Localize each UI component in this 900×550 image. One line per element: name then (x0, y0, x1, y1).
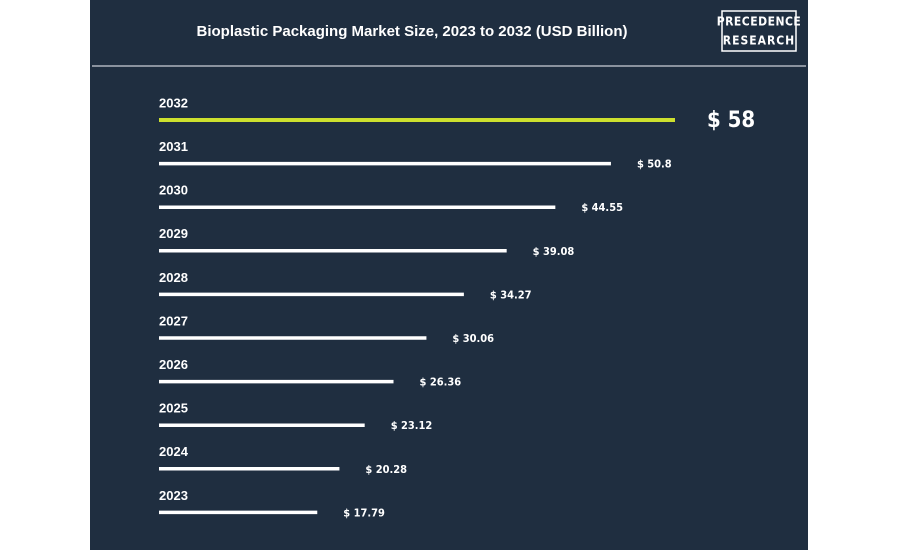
category-label: 2032 (159, 95, 188, 110)
value-label: $ 23.12 (391, 419, 433, 432)
value-label: $ 44.55 (581, 201, 623, 214)
value-label: $ 58 (707, 108, 755, 133)
logo-text: PRECEDENCE (717, 15, 802, 29)
category-label: 2031 (159, 139, 188, 154)
panel (90, 0, 808, 550)
value-label: $ 17.79 (343, 506, 385, 519)
category-label: 2027 (159, 313, 188, 328)
value-label: $ 26.36 (420, 376, 462, 389)
value-label: $ 39.08 (533, 245, 575, 258)
value-label: $ 50.8 (637, 158, 672, 171)
value-label: $ 30.06 (452, 332, 494, 345)
logo-text: RESEARCH (723, 34, 795, 48)
category-label: 2024 (159, 444, 189, 459)
category-label: 2025 (159, 401, 188, 416)
category-label: 2030 (159, 183, 188, 198)
category-label: 2029 (159, 226, 188, 241)
category-label: 2023 (159, 488, 188, 503)
value-label: $ 20.28 (365, 463, 407, 476)
logo-box (721, 10, 797, 52)
value-label: $ 34.27 (490, 288, 532, 301)
category-label: 2026 (159, 357, 188, 372)
category-label: 2028 (159, 270, 188, 285)
chart-title: Bioplastic Packaging Market Size, 2023 t… (197, 23, 628, 40)
